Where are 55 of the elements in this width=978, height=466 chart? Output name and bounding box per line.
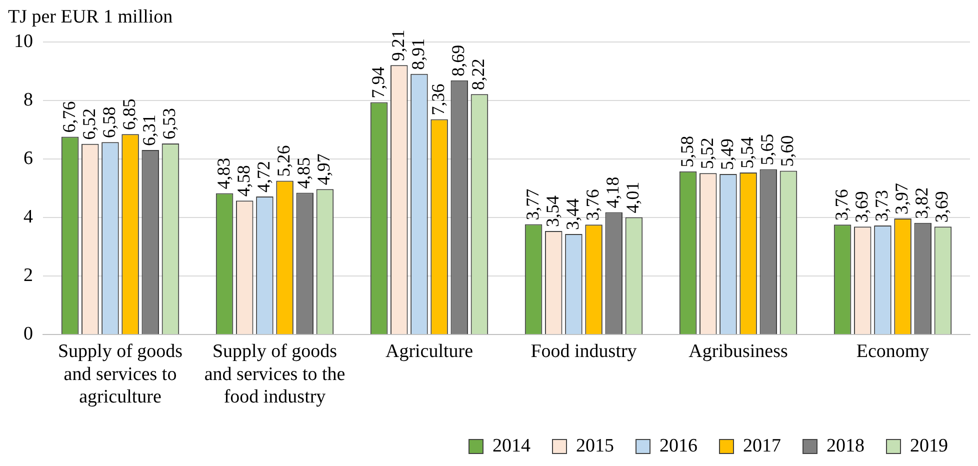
legend-label: 2019	[910, 435, 948, 456]
data-label: 5,58	[676, 136, 697, 168]
data-label: 5,49	[716, 138, 737, 170]
data-label: 4,72	[253, 160, 274, 192]
data-label: 4,85	[294, 157, 314, 189]
data-label: 3,69	[851, 191, 872, 223]
y-axis-title: TJ per EUR 1 million	[8, 6, 174, 28]
data-label: 6,76	[58, 101, 79, 133]
data-label: 6,85	[119, 98, 140, 130]
data-label: 4,58	[233, 165, 254, 197]
data-label: 7,36	[428, 84, 448, 116]
data-label: 3,69	[932, 191, 952, 223]
data-label: 5,26	[274, 145, 294, 177]
data-label: 4,18	[602, 176, 623, 208]
y-tick-label: 6	[24, 148, 33, 170]
data-label: 3,44	[562, 198, 582, 230]
y-tick-label: 2	[24, 265, 33, 286]
data-label: 8,69	[448, 44, 468, 76]
data-label: 6,58	[98, 106, 119, 138]
data-label: 5,60	[777, 135, 798, 167]
data-label: 7,94	[368, 66, 388, 98]
data-label: 6,31	[139, 114, 160, 146]
y-tick-label: 10	[14, 30, 33, 52]
data-label: 5,52	[696, 138, 717, 170]
x-tick-label: Agriculture	[385, 340, 474, 362]
data-label: 3,76	[582, 189, 603, 221]
y-tick-label: 0	[24, 324, 33, 345]
data-label: 6,52	[78, 108, 99, 140]
x-tick-label: Agribusiness	[688, 340, 788, 362]
data-label: 8,22	[468, 58, 488, 90]
data-label: 3,54	[542, 196, 562, 228]
legend-label: 2016	[660, 435, 698, 456]
x-tick-label: Supply of goods and services to the food industry	[204, 340, 346, 408]
data-label: 4,97	[314, 154, 334, 186]
data-label: 4,01	[622, 182, 643, 214]
legend-label: 2014	[492, 435, 531, 456]
data-label: 3,73	[871, 190, 892, 222]
data-label: 3,82	[912, 187, 932, 219]
data-label: 9,21	[388, 30, 408, 62]
y-tick-label: 8	[24, 90, 33, 111]
data-label: 4,83	[213, 158, 234, 190]
data-label: 5,54	[737, 137, 758, 168]
y-tick-label: 4	[24, 206, 34, 228]
data-label: 6,53	[159, 108, 180, 140]
legend-label: 2017	[743, 435, 781, 456]
data-label: 3,77	[522, 188, 542, 220]
legend-label: 2015	[576, 435, 614, 456]
data-label: 3,76	[831, 189, 852, 221]
legend-label: 2018	[826, 435, 864, 456]
x-tick-label: Supply of goods and services to agriculture	[58, 340, 183, 408]
data-label: 8,91	[408, 38, 428, 70]
x-tick-label: Food industry	[530, 340, 638, 362]
data-label: 3,97	[892, 182, 912, 214]
x-tick-label: Economy	[856, 340, 930, 362]
data-label: 5,65	[757, 134, 778, 166]
